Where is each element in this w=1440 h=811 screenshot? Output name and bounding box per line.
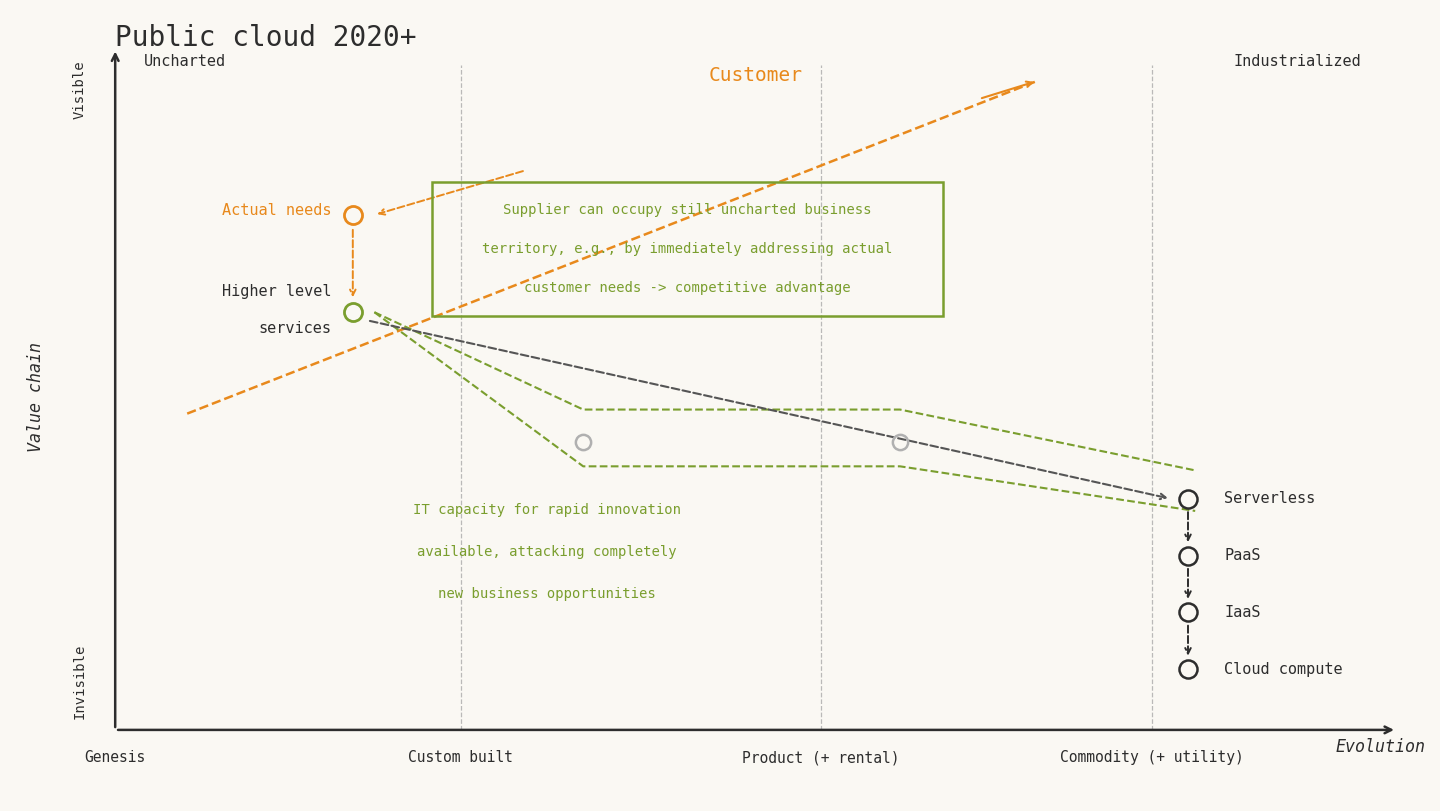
Text: Industrialized: Industrialized xyxy=(1233,54,1361,69)
Text: Uncharted: Uncharted xyxy=(144,54,226,69)
Text: Product (+ rental): Product (+ rental) xyxy=(742,750,900,765)
Text: IaaS: IaaS xyxy=(1224,605,1260,620)
Text: services: services xyxy=(258,321,331,336)
Text: Commodity (+ utility): Commodity (+ utility) xyxy=(1060,750,1244,765)
Text: Value chain: Value chain xyxy=(27,342,45,453)
Text: Genesis: Genesis xyxy=(85,750,145,765)
Text: Invisible: Invisible xyxy=(72,644,86,719)
Text: Evolution: Evolution xyxy=(1336,738,1426,756)
Text: available, attacking completely: available, attacking completely xyxy=(418,545,677,559)
Text: Public cloud 2020+: Public cloud 2020+ xyxy=(115,24,416,53)
Text: Cloud compute: Cloud compute xyxy=(1224,662,1342,676)
Text: new business opportunities: new business opportunities xyxy=(438,587,657,601)
Text: Custom built: Custom built xyxy=(409,750,513,765)
Text: territory, e.g., by immediately addressing actual: territory, e.g., by immediately addressi… xyxy=(482,242,893,256)
Text: Serverless: Serverless xyxy=(1224,491,1315,506)
Text: Supplier can occupy still uncharted business: Supplier can occupy still uncharted busi… xyxy=(504,204,871,217)
Text: Customer: Customer xyxy=(708,67,804,85)
Text: PaaS: PaaS xyxy=(1224,548,1260,563)
Text: Visible: Visible xyxy=(72,60,86,118)
Text: Higher level: Higher level xyxy=(222,285,331,299)
Text: customer needs -> competitive advantage: customer needs -> competitive advantage xyxy=(524,281,851,295)
Text: Actual needs: Actual needs xyxy=(222,204,331,218)
Text: IT capacity for rapid innovation: IT capacity for rapid innovation xyxy=(413,503,681,517)
